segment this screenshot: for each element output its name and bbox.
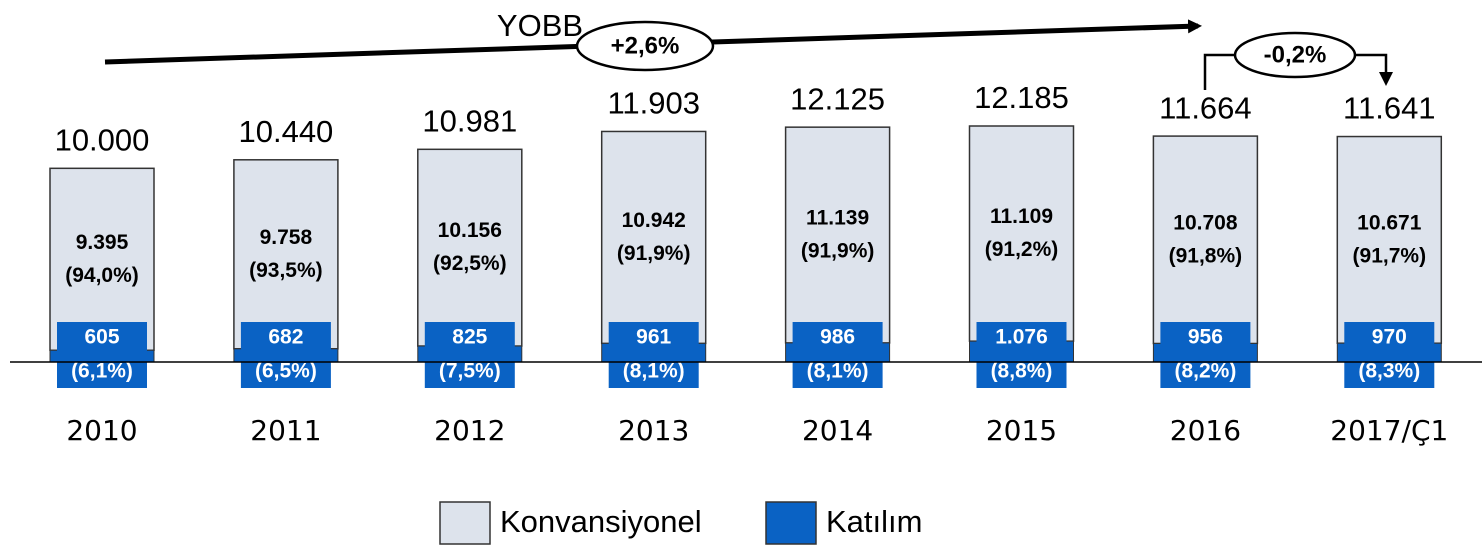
bar-segment — [417, 148, 523, 347]
bar-segment — [1152, 135, 1259, 345]
label-box — [608, 322, 699, 388]
total-label: 10.000 — [55, 123, 150, 158]
share-label: (8,2%) — [1174, 360, 1236, 383]
label-box — [1344, 322, 1435, 388]
value-label: 10.156 — [438, 219, 502, 242]
value-label: 682 — [268, 326, 303, 349]
share-label: (91,9%) — [617, 242, 691, 265]
x-tick-label: 2016 — [1170, 414, 1241, 447]
label-box — [976, 322, 1067, 388]
value-label: 11.109 — [990, 205, 1053, 228]
label-box — [792, 322, 883, 388]
share-label: (8,8%) — [991, 360, 1053, 383]
share-label: (6,1%) — [71, 360, 133, 383]
legend-label: Katılım — [826, 504, 922, 539]
value-label: 986 — [820, 326, 855, 349]
legend-swatch — [765, 501, 817, 545]
x-tick-label: 2011 — [250, 414, 321, 447]
share-label: (8,1%) — [623, 360, 685, 383]
value-label: 1.076 — [995, 326, 1048, 349]
x-tick-label: 2014 — [802, 414, 873, 447]
bar-segment — [784, 126, 891, 344]
share-label: (8,1%) — [807, 360, 869, 383]
label-box — [1160, 322, 1251, 388]
value-label: 970 — [1372, 326, 1407, 349]
value-label: 10.671 — [1357, 211, 1422, 234]
trend-label: YOBB — [497, 8, 583, 43]
total-label: 10.981 — [422, 104, 517, 139]
growth-label: +2,6% — [611, 32, 680, 59]
label-box — [240, 322, 331, 388]
total-label: 12.125 — [790, 81, 885, 116]
x-tick-label: 2010 — [66, 414, 137, 447]
change-label: -0,2% — [1264, 41, 1327, 68]
value-label: 956 — [1188, 326, 1223, 349]
bar-segment — [1336, 135, 1443, 344]
value-label: 10.708 — [1173, 211, 1238, 234]
share-label: (6,5%) — [255, 360, 317, 383]
legend-label: Konvansiyonel — [500, 504, 702, 539]
bar-segment — [233, 159, 339, 350]
legend-swatch — [439, 501, 491, 545]
value-label: 10.942 — [622, 209, 686, 232]
value-label: 11.139 — [806, 207, 869, 230]
x-tick-label: 2017/Ç1 — [1330, 414, 1448, 447]
bar-segment — [968, 125, 1075, 342]
share-label: (91,7%) — [1353, 244, 1427, 267]
x-tick-label: 2013 — [618, 414, 689, 447]
share-label: (94,0%) — [65, 264, 139, 287]
share-label: (91,9%) — [801, 240, 875, 263]
total-label: 10.440 — [238, 114, 333, 149]
x-tick-label: 2015 — [986, 414, 1057, 447]
share-label: (92,5%) — [433, 252, 507, 275]
label-box — [424, 322, 515, 388]
change-ellipse — [1233, 31, 1357, 79]
total-label: 11.641 — [1343, 91, 1436, 126]
value-label: 825 — [452, 326, 487, 349]
total-label: 12.185 — [974, 80, 1069, 115]
value-label: 605 — [84, 326, 119, 349]
x-tick-label: 2012 — [434, 414, 505, 447]
share-label: (91,2%) — [985, 238, 1059, 261]
total-label: 11.664 — [1159, 90, 1252, 125]
total-label: 11.903 — [607, 86, 700, 121]
share-label: (91,8%) — [1169, 244, 1243, 267]
label-box — [57, 322, 147, 388]
value-label: 9.395 — [76, 231, 129, 254]
value-label: 961 — [636, 326, 671, 349]
bar-segment — [49, 167, 155, 352]
share-label: (8,3%) — [1358, 360, 1420, 383]
value-label: 9.758 — [260, 226, 313, 249]
growth-ellipse — [575, 20, 715, 72]
bar-segment — [600, 130, 707, 345]
share-label: (93,5%) — [249, 259, 323, 282]
share-label: (7,5%) — [439, 360, 501, 383]
